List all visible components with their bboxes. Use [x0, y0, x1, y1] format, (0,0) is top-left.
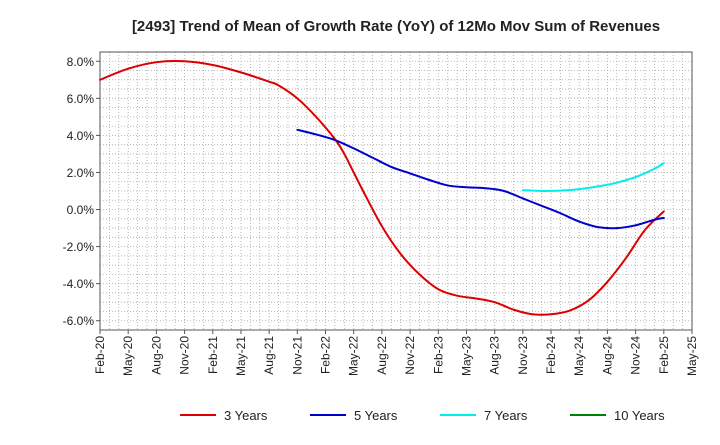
y-tick-label: -6.0% [63, 314, 95, 328]
legend-label-3-years: 3 Years [224, 408, 268, 423]
y-tick-label: -2.0% [63, 240, 95, 254]
x-tick-label: Feb-20 [93, 336, 107, 374]
legend-label-10-years: 10 Years [614, 408, 665, 423]
x-tick-label: May-22 [347, 336, 361, 376]
x-tick-label: Feb-23 [431, 336, 445, 374]
x-tick-label: May-21 [234, 336, 248, 376]
x-tick-label: Nov-23 [516, 336, 530, 375]
x-tick-label: Feb-24 [544, 336, 558, 374]
x-tick-label: Nov-22 [403, 336, 417, 375]
x-tick-label: Aug-24 [600, 336, 614, 375]
x-tick-label: May-20 [121, 336, 135, 376]
x-tick-label: May-24 [572, 336, 586, 376]
y-tick-label: 8.0% [67, 55, 95, 69]
y-tick-label: 6.0% [67, 92, 95, 106]
legend-label-7-years: 7 Years [484, 408, 528, 423]
x-tick-label: Feb-22 [319, 336, 333, 374]
x-tick-label: Aug-23 [488, 336, 502, 375]
x-tick-label: Aug-21 [262, 336, 276, 375]
x-tick-label: Nov-24 [629, 336, 643, 375]
series-line-5-years [296, 128, 665, 230]
x-tick-label: Nov-21 [290, 336, 304, 375]
x-tick-label: May-25 [685, 336, 699, 376]
x-tick-label: Nov-20 [178, 336, 192, 375]
plot-border [99, 51, 693, 331]
y-tick-label: 2.0% [67, 166, 95, 180]
x-tick-label: Aug-20 [149, 336, 163, 375]
series-line-3-years [99, 60, 665, 316]
x-tick-label: Aug-22 [375, 336, 389, 375]
y-tick-label: 4.0% [67, 129, 95, 143]
y-tick-label: -4.0% [63, 277, 95, 291]
series-line-7-years [521, 162, 665, 193]
chart-title: [2493] Trend of Mean of Growth Rate (YoY… [132, 18, 660, 35]
x-tick-label: Feb-21 [206, 336, 220, 374]
x-tick-label: Feb-25 [657, 336, 671, 374]
legend-label-5-years: 5 Years [354, 408, 398, 423]
y-tick-label: 0.0% [67, 203, 95, 217]
x-tick-label: May-23 [459, 336, 473, 376]
plot-area [100, 52, 692, 330]
